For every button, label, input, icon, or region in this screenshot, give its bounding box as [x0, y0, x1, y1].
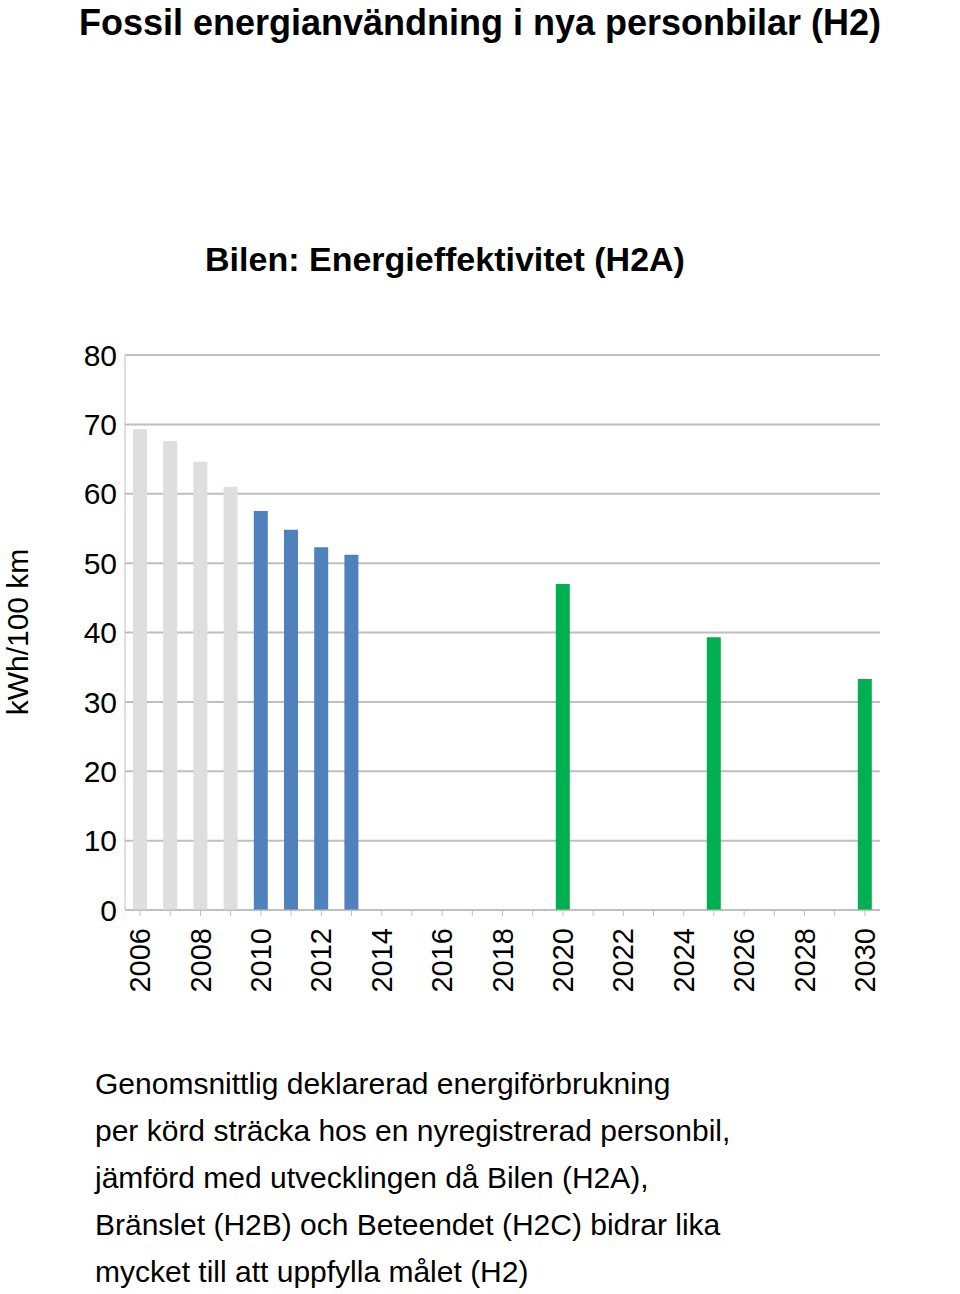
- svg-text:2028: 2028: [789, 928, 821, 993]
- html-text:Bilen: Energieffektivitet (H2A: Bilen: Energieffektivitet (H2A): [205, 240, 685, 278]
- svg-text:40: 40: [84, 616, 117, 649]
- svg-text:2024: 2024: [668, 928, 700, 993]
- html-text:per körd sträcka hos en nyregi: per körd sträcka hos en nyregistrerad pe…: [95, 1114, 731, 1147]
- svg-text:2010: 2010: [245, 928, 277, 993]
- html-text:jämförd med utvecklingen då Bi: jämförd med utvecklingen då Bilen (H2A),: [95, 1161, 649, 1194]
- svg-text:2022: 2022: [607, 928, 639, 993]
- svg-text:2020: 2020: [547, 928, 579, 993]
- svg-text:10: 10: [84, 824, 117, 857]
- html-text:kWh/100 km: kWh/100 km: [1, 548, 34, 716]
- html-text:mycket till att uppfylla målet: mycket till att uppfylla målet (H2): [95, 1255, 529, 1288]
- svg-text:0: 0: [100, 894, 117, 927]
- svg-text:2012: 2012: [305, 928, 337, 993]
- svg-text:30: 30: [84, 686, 117, 719]
- svg-text:60: 60: [84, 477, 117, 510]
- svg-text:2026: 2026: [728, 928, 760, 993]
- html-text:Bränslet (H2B) och Beteendet (: Bränslet (H2B) och Beteendet (H2C) bidra…: [95, 1208, 721, 1241]
- svg-text:70: 70: [84, 408, 117, 441]
- svg-text:80: 80: [84, 339, 117, 372]
- svg-text:2008: 2008: [185, 928, 217, 993]
- svg-text:50: 50: [84, 547, 117, 580]
- svg-text:2016: 2016: [426, 928, 458, 993]
- svg-text:2030: 2030: [849, 928, 881, 993]
- svg-text:2018: 2018: [487, 928, 519, 993]
- html-text:Fossil energianvändning i nya: Fossil energianvändning i nya personbila…: [78, 2, 882, 43]
- svg-text:2006: 2006: [124, 928, 156, 993]
- html-text:Genomsnittlig deklarerad energ: Genomsnittlig deklarerad energiförbrukni…: [95, 1067, 671, 1100]
- svg-text:20: 20: [84, 755, 117, 788]
- svg-text:2014: 2014: [366, 928, 398, 993]
